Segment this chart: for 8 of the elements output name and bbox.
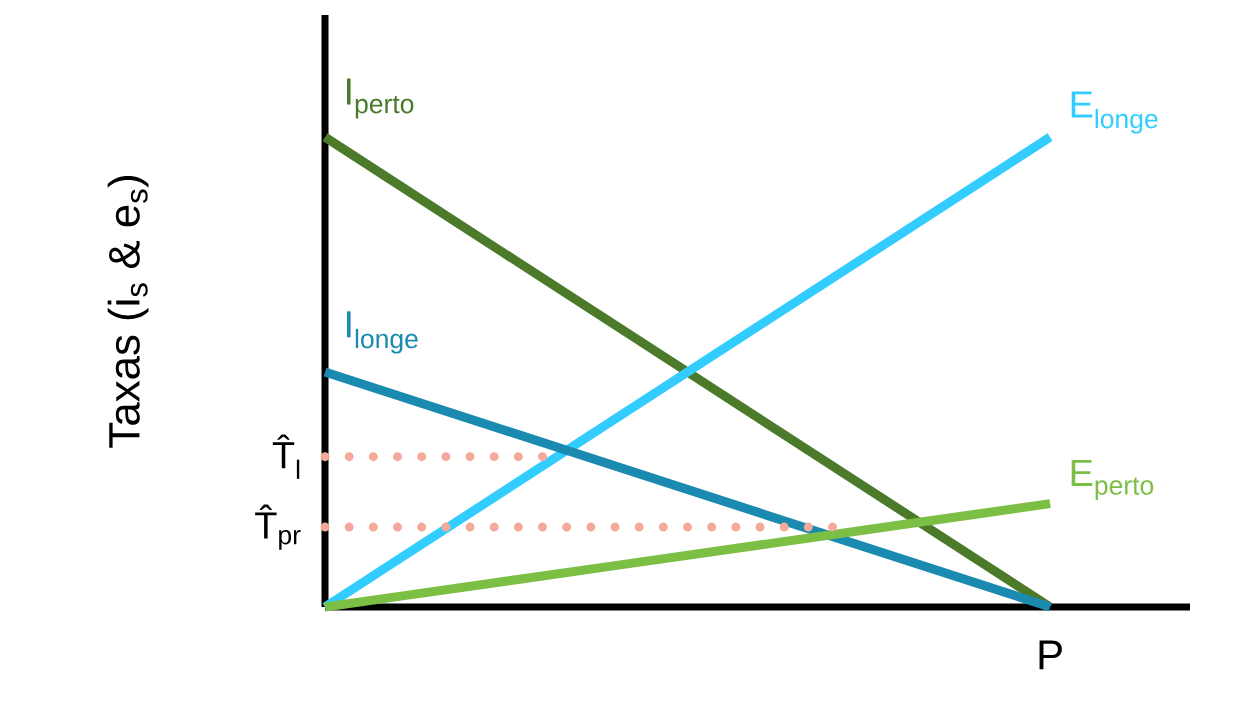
y-axis-title: Taxas (i$_{s}$ & e$_{s}$)	[107, 176, 149, 448]
series-label: E$_{longe}$	[1071, 91, 1158, 134]
series-label: I$_{perto}$	[347, 78, 414, 119]
series-label: T̂$_{pr}$	[255, 504, 301, 550]
x-axis-title: P	[1039, 640, 1062, 670]
series-label: E$_{perto}$	[1071, 459, 1154, 501]
series-label: T̂$_{l}$	[272, 434, 300, 479]
series-label: I$_{longe}$	[347, 311, 418, 354]
